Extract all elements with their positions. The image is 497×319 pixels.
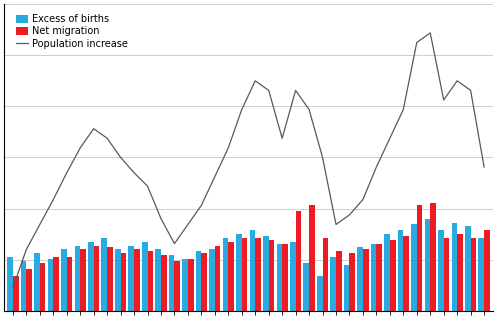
Bar [479,238,484,311]
Bar [471,238,476,311]
Bar [7,257,13,311]
Bar [249,230,255,311]
Bar [128,246,134,311]
Bar [309,205,315,311]
Bar [169,255,174,311]
Bar [371,244,376,311]
Bar [398,230,403,311]
Bar [48,259,53,311]
Bar [242,238,248,311]
Bar [438,230,444,311]
Bar [376,244,382,311]
Bar [53,257,59,311]
Bar [430,204,436,311]
Bar [349,253,355,311]
Bar [357,248,363,311]
Bar [121,253,126,311]
Bar [75,246,80,311]
Bar [317,276,323,311]
Bar [215,246,221,311]
Bar [228,242,234,311]
Bar [276,244,282,311]
Bar [201,253,207,311]
Bar [21,261,26,311]
Bar [182,259,188,311]
Bar [67,257,73,311]
Bar [384,234,390,311]
Bar [444,238,449,311]
Bar [142,242,148,311]
Bar [196,251,201,311]
Bar [107,248,113,311]
Bar [331,257,336,311]
Bar [296,211,301,311]
Bar [34,253,40,311]
Bar [13,276,18,311]
Bar [411,225,417,311]
Bar [269,240,274,311]
Bar [156,249,161,311]
Bar [61,249,67,311]
Bar [26,269,32,311]
Bar [134,249,140,311]
Bar [94,246,99,311]
Bar [223,238,228,311]
Bar [255,238,261,311]
Bar [88,242,94,311]
Bar [290,242,296,311]
Bar [484,230,490,311]
Bar [188,259,193,311]
Bar [451,223,457,311]
Bar [363,249,369,311]
Bar [403,236,409,311]
Bar [424,219,430,311]
Bar [263,236,269,311]
Bar [101,238,107,311]
Bar [390,240,396,311]
Bar [148,251,153,311]
Bar [236,234,242,311]
Bar [344,265,349,311]
Bar [323,238,328,311]
Bar [336,251,341,311]
Bar [209,249,215,311]
Bar [40,263,46,311]
Bar [282,244,288,311]
Legend: Excess of births, Net migration, Population increase: Excess of births, Net migration, Populat… [14,12,130,51]
Bar [457,234,463,311]
Bar [174,261,180,311]
Bar [115,249,121,311]
Bar [417,205,422,311]
Bar [161,255,166,311]
Bar [80,249,86,311]
Bar [304,263,309,311]
Bar [465,226,471,311]
